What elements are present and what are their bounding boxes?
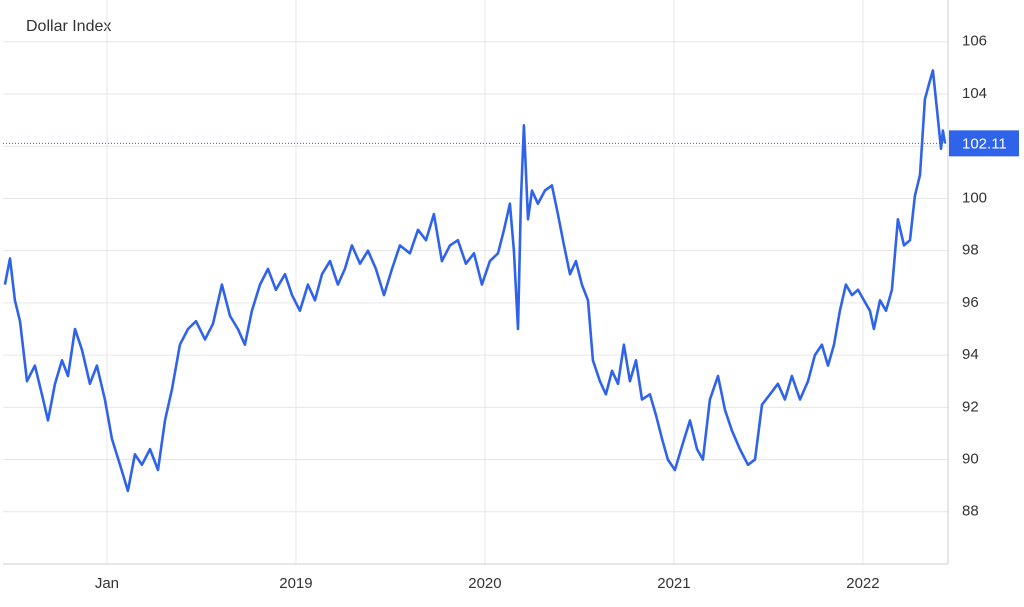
plot: 889092949698100102104106Jan2019202020212… [3,0,1019,592]
y-tick-label: 88 [962,503,979,520]
y-tick-label: 100 [962,189,987,206]
x-tick-label: Jan [95,575,119,592]
y-tick-label: 96 [962,294,979,311]
last-value-box [949,130,1019,157]
chart-title: Dollar Index [26,18,111,35]
y-tick-label: 94 [962,346,979,363]
x-tick-label: 2020 [468,575,501,592]
y-tick-label: 92 [962,398,979,415]
y-tick-label: 90 [962,451,979,468]
last-value-label: 102.11 [962,135,1007,152]
y-tick-label: 106 [962,33,987,50]
line-series [3,69,947,493]
x-tick-label: 2022 [846,575,879,592]
y-tick-label: 104 [962,85,987,102]
y-tick-label: 98 [962,242,979,259]
x-tick-label: 2021 [657,575,690,592]
x-tick-label: 2019 [279,575,312,592]
